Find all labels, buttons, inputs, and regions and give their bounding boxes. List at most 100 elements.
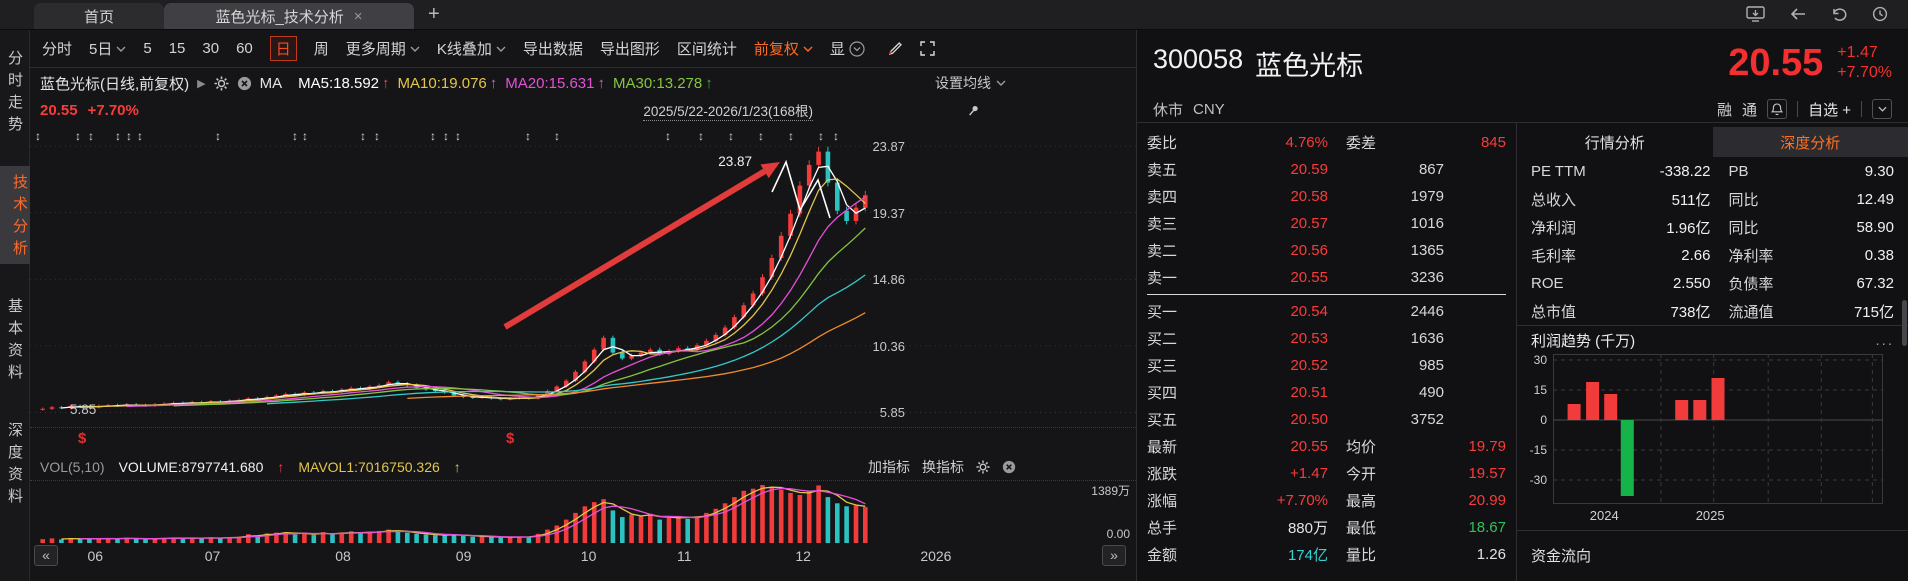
metric-label: PE TTM (1531, 162, 1586, 180)
dividend-marker-icon[interactable]: $ (78, 430, 87, 447)
tab-technical-analysis[interactable]: 蓝色光标_技术分析 × (164, 3, 414, 29)
fullscreen-icon[interactable] (920, 41, 935, 56)
dividend-marker-icon[interactable]: $ (506, 430, 515, 447)
ma-settings-gear-icon[interactable] (214, 76, 229, 91)
history-clock-icon[interactable] (1872, 6, 1888, 22)
toolbar-item-0[interactable]: 分时 (42, 38, 72, 59)
toolbar-item-13[interactable]: 前复权 (754, 38, 813, 59)
updown-marker-icon: ↕ (137, 129, 143, 143)
ma-value-2[interactable]: MA20:15.631 ↑ (505, 75, 605, 92)
profit-year-label: 2024 (1589, 508, 1619, 523)
back-arrow-icon[interactable] (1789, 7, 1807, 21)
ma-value-1[interactable]: MA10:19.076 ↑ (398, 75, 498, 92)
alert-bell-button[interactable] (1767, 99, 1788, 119)
ma-value-0[interactable]: MA5:18.592 ↑ (298, 75, 389, 92)
new-tab-button[interactable]: + (428, 3, 440, 25)
toolbar-item-9[interactable]: K线叠加 (437, 38, 506, 59)
ask-row-2[interactable]: 卖三 20.57 1016 (1147, 210, 1506, 237)
ma-label: MA20:15.631 (505, 74, 595, 92)
analysis-row-4: ROE 2.550 负债率 67.32 (1517, 269, 1908, 297)
analysis-tab-1[interactable]: 深度分析 (1712, 127, 1908, 157)
margin-flag-1[interactable]: 通 (1742, 101, 1758, 119)
toolbar-item-4[interactable]: 30 (202, 40, 219, 57)
toolbar-item-10[interactable]: 导出数据 (523, 38, 583, 59)
updown-marker-icon: ↕ (126, 129, 132, 143)
bid-row-1[interactable]: 买二 20.53 1636 (1147, 325, 1506, 352)
toolbar-item-12[interactable]: 区间统计 (677, 38, 737, 59)
toolbar-item-7[interactable]: 周 (314, 38, 329, 59)
date-range-selector[interactable]: 2025/5/22-2026/1/23(168根) (643, 100, 813, 121)
draw-pen-icon[interactable] (888, 41, 903, 56)
stat-label: 均价 (1346, 439, 1377, 456)
ask-row-4[interactable]: 卖一 20.55 3236 (1147, 264, 1506, 291)
chart-subheader: 20.55 +7.70% 2025/5/22-2026/1/23(168根) (30, 98, 1136, 122)
pin-icon[interactable] (967, 104, 980, 117)
candlestick-chart[interactable]: ↕ ↕ ↕ ↕ ↕ ↕ ↕ ↕ ↕ ↕ ↕ ↕ ↕ ↕ ↕ ↕ ↕ ↕ ↕ ↕ ↕ ↕ ↕ 23.87 5.85 23.87 19… (30, 122, 1136, 428)
bid-row-3[interactable]: 买四 20.51 490 (1147, 379, 1506, 406)
volume-gear-icon[interactable] (976, 460, 990, 474)
ask-row-3[interactable]: 卖二 20.56 1365 (1147, 237, 1506, 264)
time-axis-label[interactable]: 2026 (920, 548, 952, 564)
watchlist-dropdown-button[interactable] (1872, 99, 1892, 119)
scroll-right-button[interactable]: » (1102, 545, 1126, 566)
toolbar-item-2[interactable]: 5 (143, 40, 151, 57)
price-axis-tick: 23.87 (872, 139, 905, 155)
volume-axis-max: 1389万 (1091, 484, 1130, 498)
profit-axis-tick: 0 (1540, 413, 1547, 427)
bid-row-4[interactable]: 买五 20.50 3752 (1147, 406, 1506, 433)
scroll-left-button[interactable]: « (34, 545, 58, 566)
toolbar-item-8[interactable]: 更多周期 (346, 38, 420, 59)
updown-marker-icon: ↕ (75, 129, 81, 143)
add-watchlist-button[interactable]: 自选 + (1808, 101, 1851, 119)
sidebar-item-0[interactable]: 分时走势 (6, 50, 23, 138)
toolbar-item-5[interactable]: 60 (236, 40, 253, 57)
more-options-button[interactable]: ... (1875, 331, 1894, 349)
ma-value-3[interactable]: MA30:13.278 ↑ (613, 75, 713, 92)
toolbar-item-11[interactable]: 导出图形 (600, 38, 660, 59)
switch-indicator-button[interactable]: 换指标 (922, 459, 964, 475)
time-axis-label[interactable]: 09 (455, 548, 472, 564)
ask-price: 20.55 (1290, 269, 1328, 286)
undo-icon[interactable] (1831, 7, 1848, 22)
sidebar-item-1[interactable]: 技术分析 (0, 166, 30, 264)
metric-label: PB (1728, 162, 1749, 180)
metric-label: 总收入 (1531, 191, 1577, 209)
bid-price: 20.50 (1290, 411, 1328, 428)
sidebar-item-3[interactable]: 深度资料 (6, 422, 23, 510)
time-axis-label[interactable]: 12 (795, 548, 811, 564)
time-axis-label[interactable]: 06 (87, 548, 104, 564)
volume-chart[interactable]: 1389万 0.00 (30, 480, 1136, 543)
analysis-tab-0[interactable]: 行情分析 (1584, 134, 1645, 152)
time-axis-label[interactable]: 08 (335, 548, 351, 564)
time-axis-label[interactable]: 11 (677, 548, 692, 564)
time-axis-label[interactable]: 07 (204, 548, 221, 564)
panel-scrollbar[interactable] (1902, 300, 1907, 346)
sidebar-item-2[interactable]: 基本资料 (6, 298, 23, 386)
metric-value: 738亿 (1670, 303, 1711, 321)
volume-close-icon[interactable] (1002, 460, 1016, 474)
toolbar-item-1[interactable]: 5日 (89, 38, 126, 59)
stat-value: +7.70% (1276, 492, 1328, 509)
bid-label: 买四 (1147, 385, 1178, 402)
profit-trend-chart[interactable]: 30 15 0 -15 -30 (1517, 353, 1908, 506)
bid-row-2[interactable]: 买三 20.52 985 (1147, 352, 1506, 379)
tab-home[interactable]: 首页 (34, 3, 164, 29)
ask-row-1[interactable]: 卖四 20.58 1979 (1147, 183, 1506, 210)
volume-indicator-label[interactable]: VOL(5,10) (40, 459, 105, 475)
time-axis-label[interactable]: 10 (580, 548, 597, 564)
tab-close-icon[interactable]: × (353, 7, 363, 25)
expand-caret-icon[interactable]: ▶ (197, 77, 206, 90)
market-status-label: 休市 (1153, 101, 1184, 119)
indicator-close-icon[interactable] (237, 76, 252, 91)
ma-settings-button[interactable]: 设置均线 (935, 73, 1006, 93)
ma-group-label[interactable]: MA (259, 74, 283, 92)
bid-row-0[interactable]: 买一 20.54 2446 (1147, 298, 1506, 325)
toolbar-item-6[interactable]: 日 (269, 36, 297, 61)
toolbar-item-3[interactable]: 15 (169, 40, 186, 57)
toolbar-item-14[interactable]: 显 (830, 38, 865, 59)
ask-row-0[interactable]: 卖五 20.59 867 (1147, 156, 1506, 183)
screenshot-icon[interactable] (1746, 6, 1765, 22)
add-indicator-button[interactable]: 加指标 (868, 459, 910, 475)
margin-flag-0[interactable]: 融 (1717, 101, 1733, 119)
chart-title[interactable]: 蓝色光标(日线,前复权) (40, 75, 190, 93)
